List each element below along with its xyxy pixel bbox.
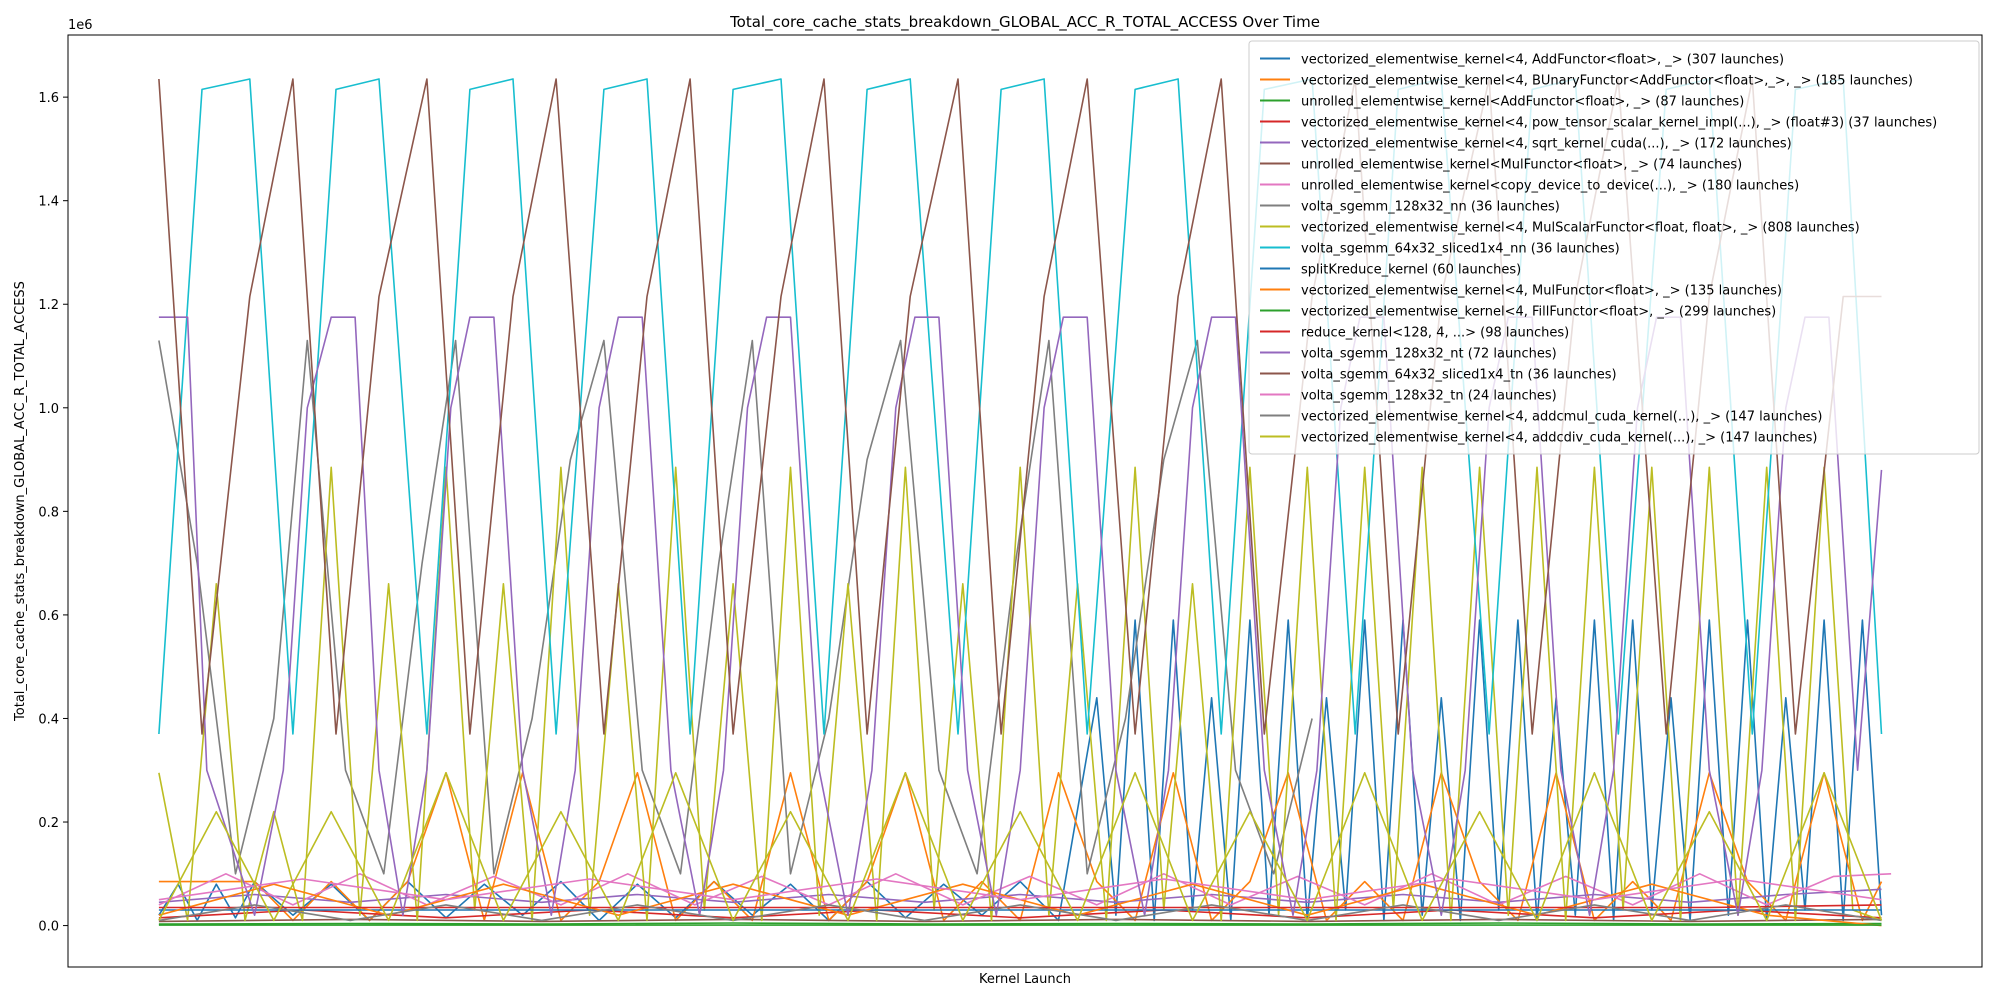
series-line-4: [158, 909, 1882, 919]
legend-label-10: volta_sgemm_64x32_sliced1x4_nn (36 launc…: [1301, 242, 1620, 257]
legend-label-5: vectorized_elementwise_kernel<4, sqrt_ke…: [1301, 137, 1792, 152]
series-line-15: [158, 316, 1883, 917]
legend: vectorized_elementwise_kernel<4, AddFunc…: [1248, 40, 1980, 455]
legend-box: [1248, 40, 1980, 455]
y-tick-label: 0.6: [38, 609, 59, 624]
y-tick-label: 1.2: [38, 298, 59, 313]
x-axis-label: Kernel Launch: [979, 972, 1071, 987]
y-axis-label: Total_core_cache_stats_breakdown_GLOBAL_…: [13, 281, 28, 722]
legend-label-1: vectorized_elementwise_kernel<4, AddFunc…: [1301, 53, 1784, 68]
y-tick-label: 0.2: [38, 816, 59, 831]
series-line-3: [158, 922, 1882, 925]
y-tick-label: 0.4: [38, 712, 59, 727]
y-tick-label: 1.0: [38, 402, 59, 417]
y-tick-label: 0.8: [38, 505, 59, 520]
y-axis: 0.0 0.2 0.4 0.6 0.8 1.0 1.2 1.4 1.6: [38, 91, 68, 935]
legend-label-14: reduce_kernel<128, 4, ...> (98 launches): [1301, 326, 1569, 341]
y-tick-label: 0.0: [38, 920, 59, 935]
series-line-18: [158, 904, 1882, 922]
series-line-2: [158, 771, 1883, 922]
legend-label-11: splitKreduce_kernel (60 launches): [1301, 263, 1521, 278]
series-line-9: [158, 466, 1882, 922]
legend-label-3: unrolled_elementwise_kernel<AddFunctor<f…: [1301, 95, 1744, 110]
legend-label-15: volta_sgemm_128x32_nt (72 launches): [1301, 347, 1557, 362]
legend-label-8: volta_sgemm_128x32_nn (36 launches): [1301, 200, 1560, 215]
series-line-14: [158, 904, 1882, 909]
series-line-17: [158, 878, 1882, 901]
series-line-5: [158, 888, 1882, 904]
y-tick-label: 1.4: [38, 195, 59, 210]
legend-label-19: vectorized_elementwise_kernel<4, addcdiv…: [1301, 431, 1817, 446]
chart-title: Total_core_cache_stats_breakdown_GLOBAL_…: [729, 13, 1320, 32]
legend-label-17: volta_sgemm_128x32_tn (24 launches): [1301, 389, 1557, 404]
y-tick-label: 1.6: [38, 91, 59, 106]
legend-label-6: unrolled_elementwise_kernel<MulFunctor<f…: [1301, 158, 1742, 173]
series-line-6: [158, 918, 1882, 923]
legend-label-7: unrolled_elementwise_kernel<copy_device_…: [1301, 179, 1799, 194]
legend-label-4: vectorized_elementwise_kernel<4, pow_ten…: [1301, 116, 1937, 131]
series-line-19: [158, 771, 1883, 922]
legend-label-16: volta_sgemm_64x32_sliced1x4_tn (36 launc…: [1301, 368, 1617, 383]
legend-label-18: vectorized_elementwise_kernel<4, addcmul…: [1301, 410, 1822, 425]
legend-label-12: vectorized_elementwise_kernel<4, MulFunc…: [1301, 284, 1782, 299]
legend-label-9: vectorized_elementwise_kernel<4, MulScal…: [1301, 221, 1860, 236]
legend-label-13: vectorized_elementwise_kernel<4, FillFun…: [1301, 305, 1776, 320]
plot-frame: [67, 34, 1983, 968]
y-axis-offset-label: 1e6: [68, 18, 93, 33]
legend-label-2: vectorized_elementwise_kernel<4, BUnaryF…: [1301, 74, 1913, 89]
